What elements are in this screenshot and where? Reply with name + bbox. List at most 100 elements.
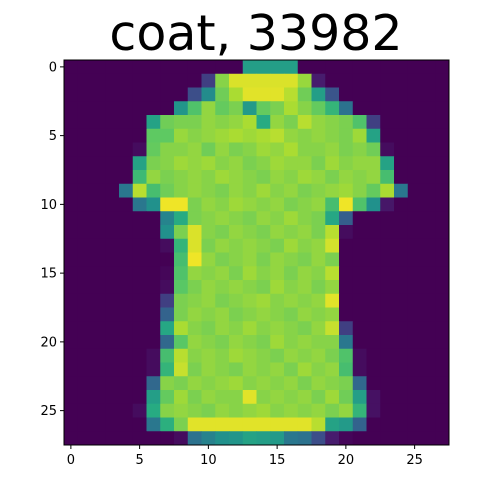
heatmap-cell — [187, 321, 202, 336]
heatmap-cell — [242, 431, 257, 446]
heatmap-cell — [311, 170, 326, 185]
heatmap-cell — [242, 252, 257, 267]
heatmap-cell — [64, 183, 79, 198]
heatmap-cell — [270, 101, 285, 116]
heatmap-cell — [352, 390, 367, 405]
heatmap-cell — [394, 252, 409, 267]
heatmap-cell — [215, 321, 230, 336]
heatmap-cell — [77, 252, 92, 267]
heatmap-cell — [352, 431, 367, 446]
heatmap-cell — [394, 225, 409, 240]
heatmap-cell — [435, 87, 450, 102]
heatmap-cell — [174, 142, 189, 157]
heatmap-cell — [187, 87, 202, 102]
heatmap-cell — [119, 225, 134, 240]
heatmap-cell — [187, 335, 202, 350]
heatmap-cell — [284, 348, 299, 363]
heatmap-cell — [284, 87, 299, 102]
heatmap-cell — [215, 252, 230, 267]
heatmap-cell — [242, 362, 257, 377]
heatmap-cell — [394, 266, 409, 281]
heatmap-cell — [270, 128, 285, 143]
heatmap-cell — [77, 128, 92, 143]
heatmap-cell — [256, 156, 271, 171]
heatmap-cell — [421, 307, 436, 322]
heatmap-cell — [91, 335, 106, 350]
heatmap-cell — [174, 225, 189, 240]
heatmap-cell — [407, 376, 422, 391]
heatmap-cell — [407, 362, 422, 377]
heatmap-cell — [297, 142, 312, 157]
heatmap-cell — [284, 115, 299, 130]
heatmap-cell — [119, 142, 134, 157]
heatmap-cell — [297, 60, 312, 75]
heatmap-cell — [160, 225, 175, 240]
heatmap-cell — [407, 170, 422, 185]
heatmap-cell — [242, 128, 257, 143]
heatmap-cell — [421, 170, 436, 185]
heatmap-cell — [297, 211, 312, 226]
heatmap-cell — [256, 101, 271, 116]
heatmap-cell — [421, 293, 436, 308]
heatmap-cell — [174, 307, 189, 322]
heatmap-cell — [187, 362, 202, 377]
heatmap-cell — [215, 73, 230, 88]
heatmap-cell — [297, 417, 312, 432]
heatmap-cell — [366, 335, 381, 350]
heatmap-cell — [284, 362, 299, 377]
heatmap-cell — [160, 73, 175, 88]
heatmap-cell — [187, 431, 202, 446]
heatmap-cell — [380, 156, 395, 171]
heatmap-cell — [339, 156, 354, 171]
heatmap-cell — [187, 348, 202, 363]
heatmap-cell — [311, 417, 326, 432]
heatmap-cell — [229, 101, 244, 116]
heatmap-cell — [366, 197, 381, 212]
heatmap-cell — [215, 293, 230, 308]
heatmap-cell — [325, 390, 340, 405]
heatmap-cell — [91, 197, 106, 212]
heatmap-cell — [284, 225, 299, 240]
heatmap-cell — [435, 211, 450, 226]
heatmap-cell — [297, 73, 312, 88]
heatmap-cell — [174, 60, 189, 75]
heatmap-cell — [366, 60, 381, 75]
heatmap-cell — [311, 60, 326, 75]
heatmap-cell — [339, 252, 354, 267]
heatmap-cell — [407, 183, 422, 198]
heatmap-cell — [284, 238, 299, 253]
heatmap-cell — [242, 403, 257, 418]
heatmap-cell — [297, 376, 312, 391]
heatmap-cell — [229, 238, 244, 253]
heatmap-cell — [380, 431, 395, 446]
x-tick-label: 15 — [269, 453, 286, 468]
x-tick-label: 5 — [135, 453, 143, 468]
heatmap-cell — [132, 197, 147, 212]
heatmap-cell — [407, 73, 422, 88]
heatmap-cell — [366, 307, 381, 322]
heatmap-cell — [242, 390, 257, 405]
heatmap-cell — [146, 101, 161, 116]
heatmap-cell — [174, 335, 189, 350]
heatmap-cell — [339, 142, 354, 157]
heatmap-cell — [105, 73, 120, 88]
heatmap-cell — [435, 335, 450, 350]
heatmap-cell — [146, 197, 161, 212]
heatmap-cell — [160, 307, 175, 322]
heatmap-cell — [366, 362, 381, 377]
heatmap-cell — [174, 403, 189, 418]
heatmap-cell — [119, 321, 134, 336]
heatmap-cell — [256, 238, 271, 253]
heatmap-cell — [297, 280, 312, 295]
heatmap-cell — [297, 225, 312, 240]
heatmap-cell — [174, 390, 189, 405]
heatmap-cell — [105, 211, 120, 226]
heatmap-cell — [407, 101, 422, 116]
heatmap-cell — [201, 403, 216, 418]
heatmap-cell — [242, 115, 257, 130]
heatmap-cell — [119, 197, 134, 212]
heatmap-cell — [311, 238, 326, 253]
heatmap-cell — [394, 431, 409, 446]
heatmap-cell — [201, 211, 216, 226]
heatmap-cell — [174, 417, 189, 432]
